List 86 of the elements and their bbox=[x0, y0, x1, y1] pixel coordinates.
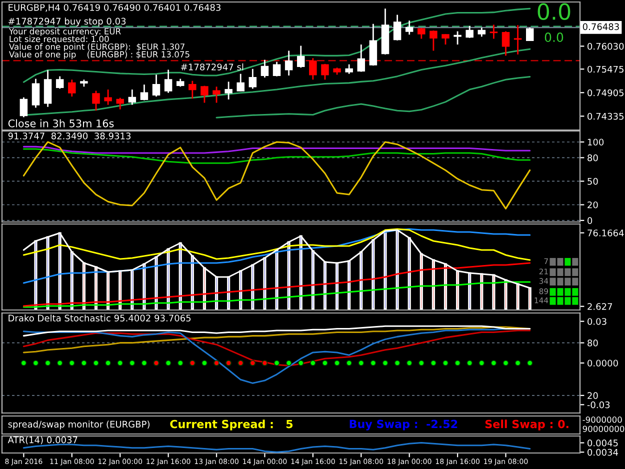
text: 90000000 bbox=[582, 426, 624, 432]
candlestick bbox=[357, 44, 366, 72]
candlestick bbox=[369, 23, 378, 66]
candlestick bbox=[418, 27, 426, 40]
candlestick bbox=[442, 34, 450, 46]
text: Sell Swap : 0. bbox=[485, 420, 568, 430]
y-tick-label: 80 bbox=[588, 154, 598, 162]
text: Buy Swap : -2.52 bbox=[350, 420, 458, 430]
candlestick bbox=[92, 90, 100, 112]
candlestick bbox=[478, 26, 486, 38]
candlestick bbox=[152, 74, 160, 98]
annotation: Lot size requested: 1.00 bbox=[10, 36, 109, 44]
candlestick bbox=[248, 68, 257, 90]
candlestick bbox=[321, 63, 329, 80]
y-tick-label: 0.74335 bbox=[588, 112, 624, 120]
y-tick-label: 2.627 bbox=[588, 303, 612, 310]
text: 0.0 bbox=[544, 32, 564, 42]
annotation: Close in 3h 53m 16s bbox=[8, 119, 114, 128]
y-tick-label: 0.0045 bbox=[588, 440, 618, 446]
candlestick bbox=[116, 97, 124, 110]
candlestick bbox=[68, 78, 76, 98]
candlestick bbox=[224, 80, 232, 100]
line-series bbox=[22, 228, 531, 261]
line-series bbox=[216, 76, 531, 118]
annotation: 91.3747 82.3490 38.9313 bbox=[8, 132, 131, 140]
text: Current Spread : 5 bbox=[170, 420, 293, 430]
candlestick bbox=[140, 84, 148, 101]
candlestick bbox=[454, 30, 462, 46]
candlestick bbox=[393, 14, 402, 42]
annotation: Your deposit currency: EUR bbox=[8, 28, 121, 36]
candlestick bbox=[502, 30, 510, 56]
candlestick bbox=[128, 88, 136, 106]
candlestick bbox=[212, 86, 220, 104]
annotation: Drako Delta Stochastic 95.4002 93.7065 bbox=[8, 314, 191, 322]
y-tick-label: 0 bbox=[588, 217, 592, 224]
line-series bbox=[22, 330, 531, 366]
y-tick-label: 0.74905 bbox=[588, 89, 624, 96]
text: 0.0 bbox=[538, 3, 570, 20]
y-tick-label: 20 bbox=[588, 201, 598, 208]
candlestick bbox=[200, 85, 208, 104]
candlestick bbox=[56, 76, 64, 90]
ref-line-label: #17872947 buy stop 0.03 bbox=[8, 18, 126, 26]
annotation: Value of one pip (EURGBP) : $EUR 13.075 bbox=[9, 51, 190, 60]
candlestick bbox=[272, 61, 281, 78]
candlestick bbox=[430, 30, 438, 52]
y-tick-label: 100 bbox=[588, 138, 604, 146]
candlestick bbox=[309, 57, 317, 80]
candlestick bbox=[284, 50, 293, 76]
candlestick bbox=[164, 69, 172, 94]
y-tick-label: 0.0034 bbox=[588, 448, 618, 456]
y2-tick-label: 0.0000 bbox=[588, 360, 618, 367]
y-tick-label: 80 bbox=[588, 340, 598, 346]
candlestick bbox=[260, 59, 269, 78]
line-series bbox=[22, 325, 531, 337]
y-tick-label: 0.75475 bbox=[588, 66, 624, 73]
text: spread/swap monitor (EURGBP) bbox=[8, 420, 150, 430]
text: -9000000 bbox=[582, 416, 622, 423]
y-tick-label: 0.76030 bbox=[588, 42, 624, 50]
y2-tick-label: -0.03 bbox=[587, 401, 610, 408]
line-series bbox=[22, 141, 531, 210]
line-series bbox=[22, 262, 531, 307]
y-tick-label: 20 bbox=[588, 392, 598, 400]
candlestick bbox=[188, 80, 196, 100]
candlestick bbox=[345, 64, 353, 75]
y2-tick-label: 0.03 bbox=[588, 318, 606, 325]
candlestick bbox=[44, 69, 52, 108]
candlestick bbox=[490, 24, 498, 40]
ref-line-label: 0.76483 bbox=[582, 23, 619, 30]
ref-line-label: #17872947 sl bbox=[181, 63, 244, 70]
candlestick bbox=[405, 20, 414, 36]
candlestick bbox=[297, 45, 305, 68]
candlestick bbox=[526, 26, 534, 42]
y-tick-label: 50 bbox=[588, 178, 598, 185]
candlestick bbox=[514, 24, 522, 56]
annotation: ATR(14) 0.0037 bbox=[8, 436, 78, 444]
annotation: Value of one point (EURGBP): $EUR 1.307 bbox=[9, 43, 184, 52]
y-tick-label: 76.1664 bbox=[588, 230, 624, 236]
candlestick bbox=[236, 73, 244, 92]
candlestick bbox=[32, 78, 40, 108]
candlestick bbox=[104, 88, 112, 106]
line-series bbox=[22, 146, 531, 154]
candlestick bbox=[20, 96, 28, 118]
line-series bbox=[22, 148, 531, 164]
line-series bbox=[22, 281, 531, 308]
chart-title: EURGBP,H4 0.76419 0.76490 0.76401 0.76483 bbox=[8, 4, 220, 12]
candlestick bbox=[466, 25, 474, 39]
